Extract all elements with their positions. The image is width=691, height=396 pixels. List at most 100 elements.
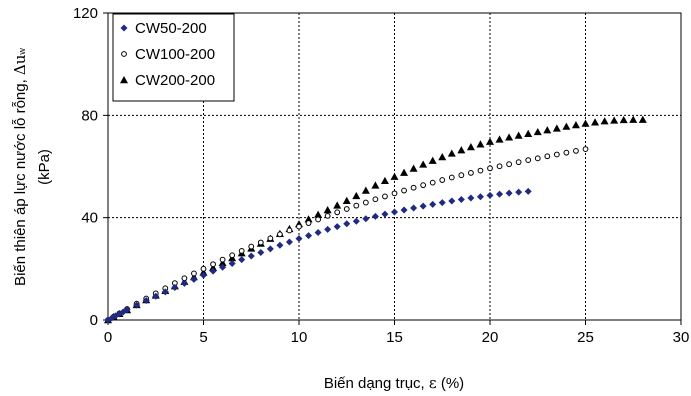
data-point [219,263,227,271]
data-point [295,235,303,243]
data-point [573,147,579,154]
data-point [514,131,523,139]
data-point [372,196,379,203]
legend-box [112,13,235,102]
data-point [429,200,437,208]
data-point [496,163,503,170]
data-point [219,256,226,263]
data-point [180,279,188,287]
data-point [266,245,274,253]
data-point [171,284,179,292]
data-point [476,193,484,201]
data-point [161,288,169,296]
data-point [200,265,207,272]
data-point [591,118,600,126]
legend-marker [121,51,127,57]
data-point [571,121,580,129]
data-point [525,157,532,164]
y-tick-label: 80 [81,107,98,124]
data-point [619,115,628,124]
data-point [390,172,399,180]
data-point [382,193,388,200]
data-point [419,202,427,210]
data-point [439,177,446,183]
data-point [142,297,150,305]
data-point [544,153,551,160]
data-point [543,126,552,134]
data-point [552,124,561,132]
data-point [410,184,417,191]
data-point [362,215,370,223]
data-point [229,252,236,259]
data-point [276,241,284,249]
data-point [486,137,494,145]
data-point [285,238,293,246]
data-point [419,160,428,168]
data-point [200,271,207,279]
legend-label: CW200-200 [135,72,215,89]
data-point [401,187,407,194]
series-CW100-200 [105,146,589,323]
data-point [495,135,504,143]
data-point [238,256,246,264]
data-point [238,248,245,254]
data-point [410,204,418,212]
data-point [429,179,436,186]
x-tick-label: 15 [386,329,403,346]
y-tick-label: 40 [81,210,98,227]
data-point [133,301,141,309]
data-point [277,231,283,238]
x-tick-label: 25 [577,329,594,346]
data-point [448,174,455,181]
data-point [343,206,350,212]
data-point [305,232,313,240]
data-point [304,215,313,223]
data-point [524,129,533,137]
data-point [353,202,360,209]
data-point [305,220,312,226]
data-point [458,172,465,179]
data-point [352,191,361,200]
y-axis-unit: (kPa) [36,149,53,185]
data-point [428,156,437,164]
data-point [191,270,197,277]
data-point [248,243,255,250]
data-point [438,153,447,161]
data-point [562,122,571,130]
data-point [515,188,523,196]
data-point [228,259,236,267]
data-point [467,194,475,202]
x-tick-label: 5 [199,329,207,346]
data-point [515,159,522,166]
data-point [486,191,494,199]
data-point [371,212,379,220]
series-CW50-200 [104,187,532,324]
legend-marker [120,76,128,84]
x-tick-label: 20 [482,329,499,346]
y-axis-title: Biến thiên áp lực nước lỗ rỗng, Δuw [11,48,29,286]
data-point [362,199,369,206]
data-point [476,140,485,148]
data-point [324,212,331,219]
data-point [296,223,302,230]
data-point [409,164,418,172]
data-point [468,169,474,176]
data-point [210,261,216,268]
data-point [371,181,380,189]
y-tick-label: 0 [90,312,98,329]
data-point [323,205,332,214]
data-point [581,119,590,127]
data-point [267,235,274,242]
data-point [496,190,504,198]
data-point [324,225,332,233]
data-point [563,149,570,156]
y-tick-label: 120 [73,5,98,22]
data-point [400,168,409,176]
data-point [380,176,389,185]
data-point [534,155,541,162]
data-point [533,127,542,136]
data-point [524,187,532,195]
data-point [506,161,513,168]
data-point [477,167,484,174]
